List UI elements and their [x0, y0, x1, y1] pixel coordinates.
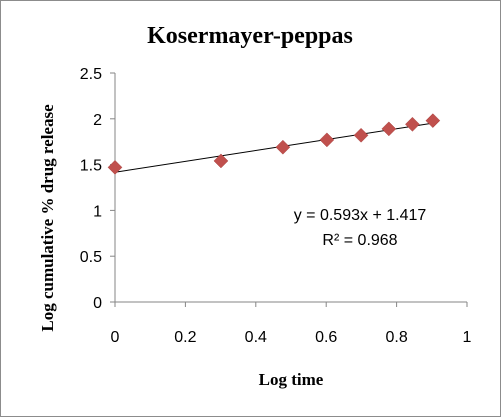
data-point — [275, 139, 291, 155]
r-squared-annotation: R² = 0.968 — [322, 232, 397, 249]
x-tick-label: 0.2 — [174, 329, 196, 346]
y-tick-label: 1 — [93, 203, 102, 220]
data-point — [107, 159, 123, 175]
data-point — [381, 121, 397, 137]
trendline — [114, 122, 433, 173]
chart-title: Kosermayer-peppas — [147, 23, 353, 49]
y-tick-label: 0.5 — [80, 249, 102, 266]
data-point — [213, 153, 229, 169]
data-point — [319, 132, 335, 148]
data-points-group — [107, 113, 441, 175]
equation-annotation: y = 0.593x + 1.417 — [294, 207, 427, 224]
x-tick-label: 0.6 — [315, 329, 337, 346]
y-tick-label: 2.5 — [80, 66, 102, 83]
trendline-group — [114, 122, 433, 173]
x-tick-label: 1 — [463, 329, 472, 346]
y-tick-label: 0 — [93, 295, 102, 312]
x-tick-label: 0.4 — [245, 329, 267, 346]
plot-area: 0 0.5 1 1.5 2 2.5 0 0.2 0.4 0.6 0.8 1 — [80, 66, 472, 346]
data-point — [425, 113, 441, 128]
y-tick-group: 0 0.5 1 1.5 2 2.5 — [80, 66, 115, 312]
y-axis-label: Log cumulative % drug release — [38, 104, 57, 332]
x-axis-label: Log time — [259, 370, 324, 389]
y-tick-label: 1.5 — [80, 158, 102, 175]
y-tick-label: 2 — [93, 112, 102, 129]
data-point — [353, 127, 369, 143]
x-tick-label: 0 — [111, 329, 120, 346]
data-point — [405, 116, 420, 132]
x-tick-group: 0 0.2 0.4 0.6 0.8 1 — [111, 302, 472, 346]
x-tick-label: 0.8 — [385, 329, 407, 346]
